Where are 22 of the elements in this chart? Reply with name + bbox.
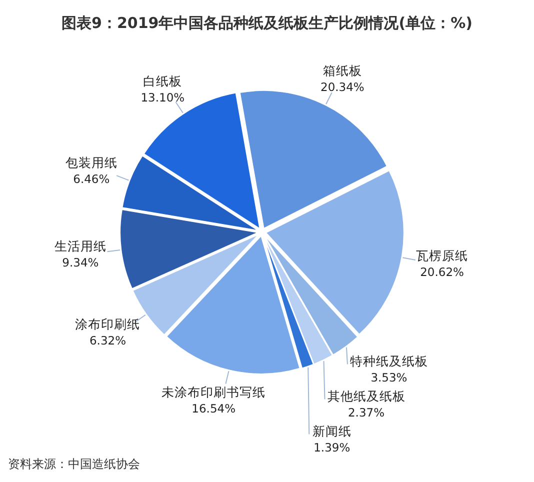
- slice-label: 未涂布印刷书写纸: [162, 384, 266, 400]
- data-label: 1.39%: [314, 440, 350, 454]
- slice-label: 箱纸板: [322, 63, 362, 78]
- data-label: 20.62%: [420, 264, 464, 279]
- data-label: 9.34%: [62, 256, 99, 270]
- data-label: 6.46%: [73, 172, 110, 186]
- slice-label: 新闻纸: [312, 423, 352, 438]
- slice-label: 白纸板: [143, 74, 182, 89]
- slice-label: 特种纸及纸板: [350, 353, 428, 368]
- slice-label: 生活用纸: [54, 238, 106, 254]
- slice-label: 其他纸及纸板: [327, 388, 406, 404]
- slice-label: 包装用纸: [65, 154, 118, 170]
- data-label: 6.32%: [89, 334, 126, 348]
- data-label: 16.54%: [192, 401, 236, 416]
- slice-label: 涂布印刷纸: [75, 316, 140, 332]
- data-label: 20.34%: [320, 80, 364, 94]
- data-label: 3.53%: [370, 370, 408, 384]
- chart-title: 图表9：2019年中国各品种纸及纸板生产比例情况(单位：%): [62, 14, 472, 32]
- slice-label: 瓦楞原纸: [416, 248, 468, 263]
- data-label: 2.37%: [348, 405, 385, 420]
- data-label: 13.10%: [140, 90, 185, 105]
- text: 资料来源：中国造纸协会: [8, 457, 140, 471]
